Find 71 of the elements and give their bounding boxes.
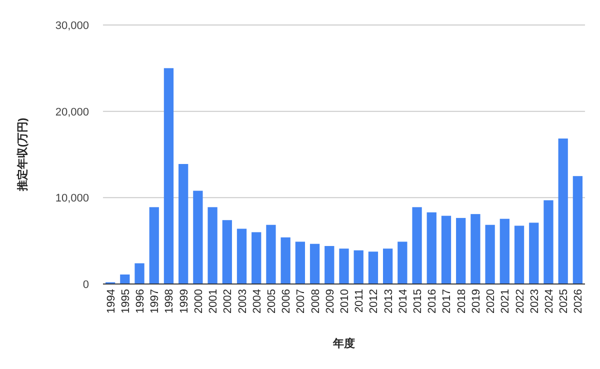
x-tick-label: 2010 xyxy=(339,289,351,314)
x-tick-label: 2008 xyxy=(310,289,322,314)
x-tick-label: 2011 xyxy=(354,289,366,313)
bar xyxy=(310,244,320,284)
x-tick-label: 2022 xyxy=(514,289,526,314)
bar xyxy=(485,224,495,284)
x-tick-label: 1997 xyxy=(149,289,162,314)
x-tick-label: 1995 xyxy=(120,289,132,314)
bar xyxy=(572,176,583,284)
bar xyxy=(456,218,466,284)
bar xyxy=(164,68,174,284)
bar xyxy=(398,242,408,284)
x-tick-label: 2014 xyxy=(397,289,410,314)
y-tick-label: 10,000 xyxy=(55,192,89,205)
bar xyxy=(412,207,422,284)
x-tick-label: 2000 xyxy=(192,289,205,314)
bar xyxy=(295,242,305,284)
y-tick-label: 20,000 xyxy=(55,106,89,118)
x-tick-label: 2016 xyxy=(426,289,439,314)
x-tick-label: 2009 xyxy=(324,289,336,314)
bar xyxy=(529,222,539,284)
x-tick-label: 2007 xyxy=(295,289,308,314)
x-tick-label: 2018 xyxy=(456,289,468,314)
bar xyxy=(222,220,232,284)
x-tick-label: 2013 xyxy=(382,289,395,314)
x-tick-label: 2017 xyxy=(441,289,454,314)
bar xyxy=(558,138,568,284)
bar xyxy=(252,232,262,284)
x-tick-label: 2004 xyxy=(251,289,264,314)
x-tick-label: 2005 xyxy=(266,289,278,314)
bar xyxy=(266,224,276,284)
x-axis-title: 年度 xyxy=(332,337,355,350)
y-axis-title: 推定年収(万円) xyxy=(16,118,29,192)
x-tick-label: 1994 xyxy=(105,289,118,314)
bar xyxy=(193,190,203,284)
x-tick-label: 2001 xyxy=(208,289,220,314)
x-tick-label: 2026 xyxy=(572,289,585,314)
x-tick-label: 2015 xyxy=(412,289,424,314)
bar xyxy=(178,164,188,284)
x-tick-label: 2024 xyxy=(543,289,556,314)
bar xyxy=(426,212,436,284)
bar xyxy=(120,274,130,284)
x-tick-label: 2003 xyxy=(236,289,249,314)
x-tick-label: 2002 xyxy=(222,289,234,314)
bar xyxy=(514,226,524,284)
bar xyxy=(500,218,510,284)
bar xyxy=(208,207,218,284)
bar xyxy=(149,207,159,284)
x-tick-label: 1999 xyxy=(178,289,190,314)
bar xyxy=(470,214,480,284)
bar xyxy=(441,216,452,284)
x-tick-label: 2020 xyxy=(485,289,498,314)
bar xyxy=(339,248,349,284)
y-tick-label: 30,000 xyxy=(55,20,89,32)
bar xyxy=(280,237,290,284)
y-tick-label: 0 xyxy=(82,279,89,291)
x-tick-label: 1998 xyxy=(164,289,176,314)
bar xyxy=(236,228,247,284)
bar xyxy=(383,248,393,284)
x-tick-label: 2012 xyxy=(368,289,380,314)
bar xyxy=(544,200,554,284)
x-tick-label: 2023 xyxy=(528,289,541,314)
x-tick-label: 1996 xyxy=(134,289,147,314)
bar xyxy=(324,246,334,284)
bar xyxy=(134,263,144,284)
bar xyxy=(368,252,378,284)
bar xyxy=(354,250,364,284)
x-tick-label: 2025 xyxy=(558,289,570,314)
x-tick-label: 2019 xyxy=(470,289,482,314)
x-tick-label: 2021 xyxy=(500,289,512,314)
x-tick-label: 2006 xyxy=(280,289,293,314)
